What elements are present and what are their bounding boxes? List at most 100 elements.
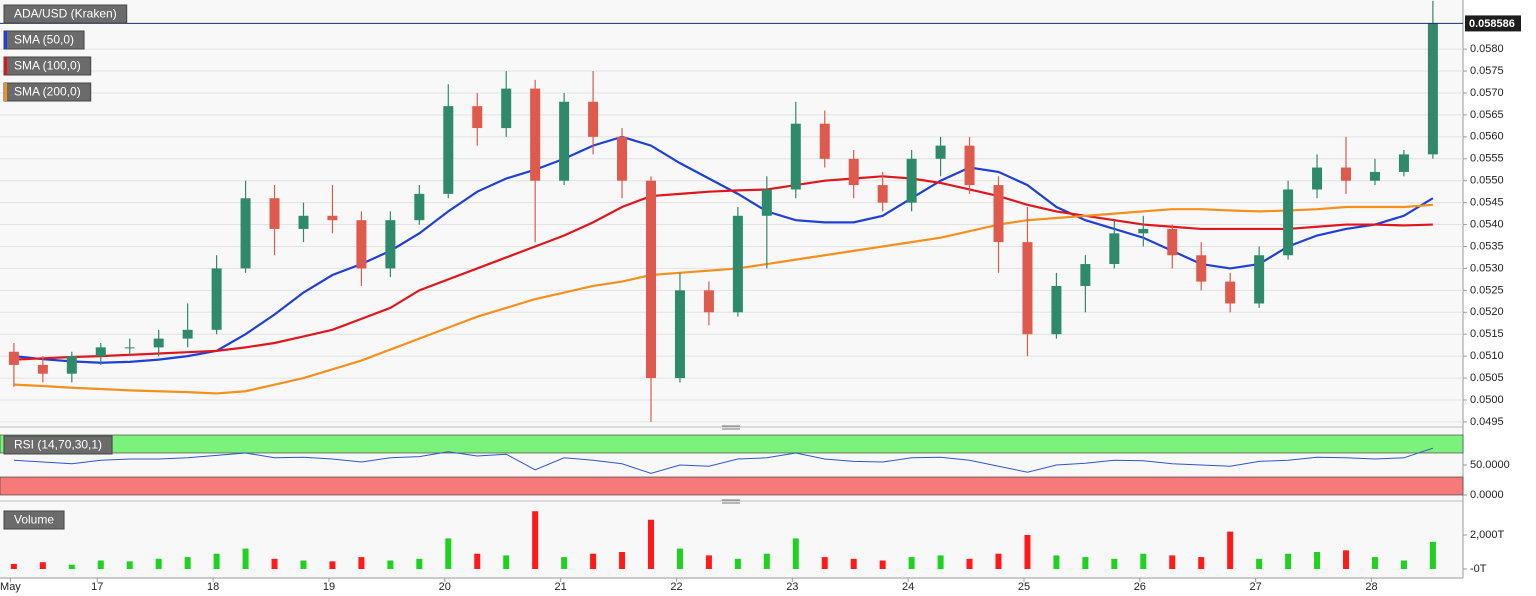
y-tick-label: 0.0580 [1470,43,1504,55]
candle-body [1138,228,1149,234]
volume-bar [561,557,568,569]
candle-body [443,106,454,194]
candle-body [66,356,77,374]
candle-body [1167,228,1178,256]
x-tick-label: 28 [1365,581,1377,593]
x-tick-label: 20 [439,581,451,593]
volume-bar [1053,555,1060,569]
y-tick-label: 0.0550 [1470,175,1504,187]
candle-body [1427,23,1438,155]
volume-bar [10,563,17,569]
legend-text: ADA/USD (Kraken) [14,7,117,21]
candle-body [298,215,309,229]
legend-text: RSI (14,70,30,1) [14,438,102,452]
candle-body [472,106,483,129]
volume-bar [763,553,770,569]
volume-bar [1111,558,1118,569]
x-tick-label: 17 [91,581,103,593]
candle-body [124,347,135,349]
y-tick-label: 0.0510 [1470,350,1504,362]
candle-body [1254,255,1265,304]
x-tick-label: 26 [1134,581,1146,593]
legend-box [3,510,65,530]
volume-bar [850,558,857,569]
legend-color [4,83,7,101]
candle-body [211,268,222,330]
x-tick-label: 24 [902,581,914,593]
volume-bar [879,560,886,569]
candle-body [617,136,628,181]
rsi-line [13,447,1434,474]
candle-body [1341,167,1352,181]
legend-text: SMA (100,0) [14,59,81,73]
candle-body [1080,264,1091,286]
volume-bar [329,561,336,569]
volume-bar [908,557,915,569]
legend-color [4,31,7,49]
candle-body [645,180,656,379]
candle-body [559,101,570,181]
volume-bar [416,558,423,569]
legend-entry: ADA/USD (Kraken) [3,4,128,24]
y-tick-label: 0.0495 [1470,416,1504,428]
sma-line [13,203,1433,395]
volume-bar [1140,553,1147,569]
y-tick-label: -0T [1470,563,1487,575]
candle-body [790,123,801,190]
candle-body [1225,281,1236,304]
y-tick-label: 0.0530 [1470,262,1504,274]
candle-body [1369,171,1380,181]
volume-bar [358,557,365,569]
volume-bar [126,561,133,569]
candle-body [935,145,946,159]
y-tick-label: 0.0535 [1470,240,1504,252]
legend-text: SMA (200,0) [14,85,81,99]
candle-body [1022,242,1033,335]
legend-entry: SMA (100,0) [3,56,92,76]
volume-bar [1429,541,1436,569]
y-tick-label: 0.0525 [1470,284,1504,296]
x-tick-label: May [0,581,21,593]
legend-entry: RSI (14,70,30,1) [3,435,113,455]
volume-bar [1256,558,1263,569]
candle-body [385,220,396,269]
volume-bar [242,548,249,569]
volume-bar [39,562,46,569]
volume-bar [590,553,597,569]
candle-body [327,215,338,221]
x-tick-label: 18 [207,581,219,593]
candle-body [1398,154,1409,172]
legend-entry: SMA (200,0) [3,82,92,102]
volume-bar [503,555,510,569]
legend-text: Volume [14,513,54,527]
volume-bar [300,560,307,569]
volume-bar [1343,550,1350,569]
x-tick-label: 27 [1250,581,1262,593]
volume-bar [676,548,683,569]
candle-body [153,338,164,348]
candle-body [95,347,106,357]
candle-body [703,290,714,313]
candle-body [588,101,599,137]
volume-bar [271,558,278,569]
x-tick-label: 21 [555,581,567,593]
candle-body [501,88,512,129]
volume-bar [1024,535,1031,569]
y-tick-label: 0.0565 [1470,109,1504,121]
volume-bar [937,555,944,569]
candle-body [819,123,830,159]
volume-bar [1285,553,1292,569]
y-tick-label: 0.0000 [1470,489,1504,501]
volume-bar [995,553,1002,569]
volume-bar [966,558,973,569]
candle-body [269,198,280,229]
candle-body [530,88,541,181]
volume-bar [445,538,452,569]
legend-entry: Volume [3,510,65,530]
volume-bar [734,558,741,569]
candle-body [1196,255,1207,282]
y-tick-label: 2,000T [1470,529,1505,541]
volume-bar [387,560,394,569]
volume-bar [155,558,162,569]
x-tick-label: 23 [786,581,798,593]
